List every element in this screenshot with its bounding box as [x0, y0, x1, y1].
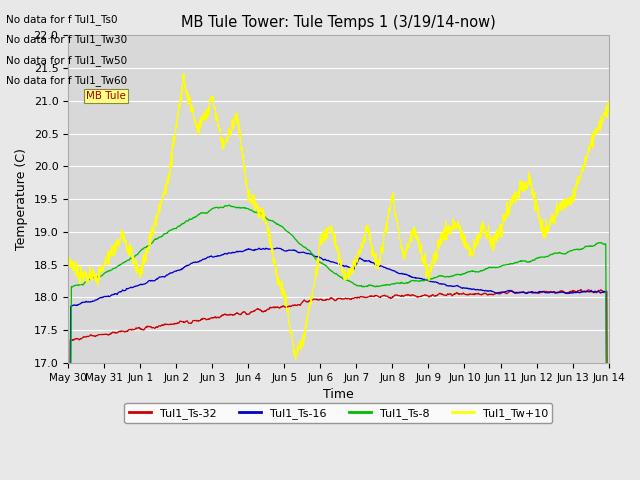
Text: MB Tule: MB Tule — [86, 91, 126, 101]
Text: No data for f Tul1_Ts0: No data for f Tul1_Ts0 — [6, 14, 118, 25]
X-axis label: Time: Time — [323, 388, 354, 401]
Legend: Tul1_Ts-32, Tul1_Ts-16, Tul1_Ts-8, Tul1_Tw+10: Tul1_Ts-32, Tul1_Ts-16, Tul1_Ts-8, Tul1_… — [124, 403, 552, 423]
Y-axis label: Temperature (C): Temperature (C) — [15, 148, 28, 250]
Title: MB Tule Tower: Tule Temps 1 (3/19/14-now): MB Tule Tower: Tule Temps 1 (3/19/14-now… — [181, 15, 496, 30]
Text: No data for f Tul1_Tw30: No data for f Tul1_Tw30 — [6, 35, 127, 46]
Text: No data for f Tul1_Tw50: No data for f Tul1_Tw50 — [6, 55, 127, 66]
Text: No data for f Tul1_Tw60: No data for f Tul1_Tw60 — [6, 75, 127, 86]
